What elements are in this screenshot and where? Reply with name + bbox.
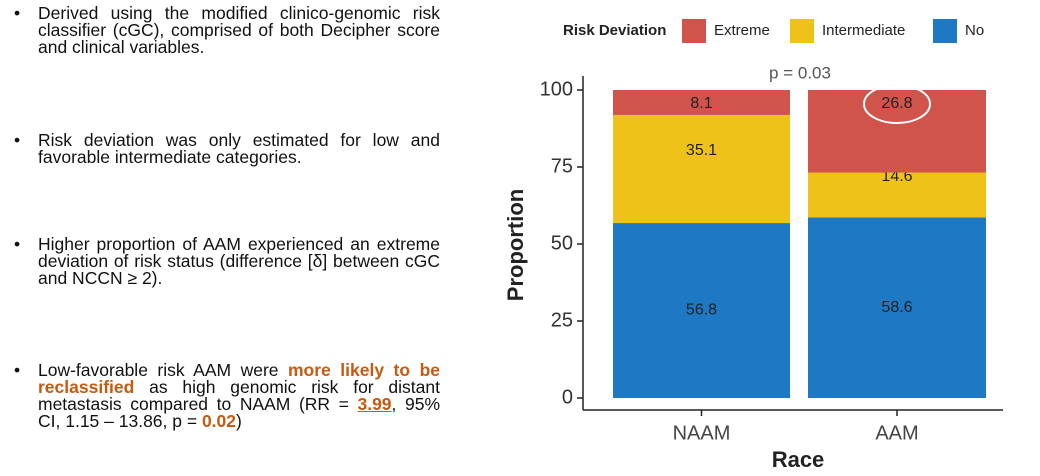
bullet-text: more likely to be reclassified xyxy=(38,360,440,397)
legend-label: No xyxy=(965,22,984,39)
y-tick-label: 100 xyxy=(540,78,573,100)
x-axis-title: Race xyxy=(772,447,825,472)
x-tick-label: NAAM xyxy=(673,422,731,444)
y-tick-label: 0 xyxy=(562,386,573,408)
bullet-text: Derived using the modified clinico-genom… xyxy=(38,3,440,57)
highlight-circle xyxy=(863,84,931,124)
bar-segment xyxy=(613,90,790,115)
legend-label: Intermediate xyxy=(822,22,905,39)
bar-segment xyxy=(613,114,790,224)
data-label: 26.8 xyxy=(881,95,912,112)
y-tick-label: 75 xyxy=(551,155,573,177)
bullet-text: ) xyxy=(236,411,242,431)
legend-swatch xyxy=(790,19,814,43)
bullet: Higher proportion of AAM experienced an … xyxy=(14,234,440,288)
data-label: 8.1 xyxy=(690,95,712,112)
bullet-text: Higher proportion of AAM experienced an … xyxy=(38,234,440,288)
bullet: Low-favorable risk AAM were more likely … xyxy=(14,360,441,431)
x-tick-label: AAM xyxy=(875,422,918,444)
bullet-text: 0.02 xyxy=(201,411,236,431)
data-label: 56.8 xyxy=(686,302,717,319)
bullet-text: as high genomic risk for distant metasta… xyxy=(38,377,440,414)
legend-title: Risk Deviation xyxy=(563,22,666,39)
data-label: 35.1 xyxy=(686,142,717,159)
bar-segment xyxy=(808,217,986,398)
bullet-text: , 95% CI, 1.15 – 13.86, p = xyxy=(38,394,441,431)
y-tick-label: 25 xyxy=(551,309,573,331)
y-tick-label: 50 xyxy=(551,232,573,254)
bullet-text: 3.99 xyxy=(357,394,392,414)
bar-segment xyxy=(808,172,986,218)
y-axis-title: Proportion xyxy=(503,189,528,301)
bar-segment xyxy=(808,90,986,173)
p-value-annotation: p = 0.03 xyxy=(769,63,831,82)
bullet-text: Risk deviation was only estimated for lo… xyxy=(38,130,440,167)
data-label: 58.6 xyxy=(881,299,912,316)
legend-label: Extreme xyxy=(714,22,770,39)
legend-swatch xyxy=(933,19,957,43)
bullet: Derived using the modified clinico-genom… xyxy=(14,3,440,57)
bar-segment xyxy=(613,223,790,398)
bullet-text: Low-favorable risk AAM were xyxy=(38,360,288,380)
legend-swatch xyxy=(682,19,706,43)
bullet: Risk deviation was only estimated for lo… xyxy=(14,130,440,167)
